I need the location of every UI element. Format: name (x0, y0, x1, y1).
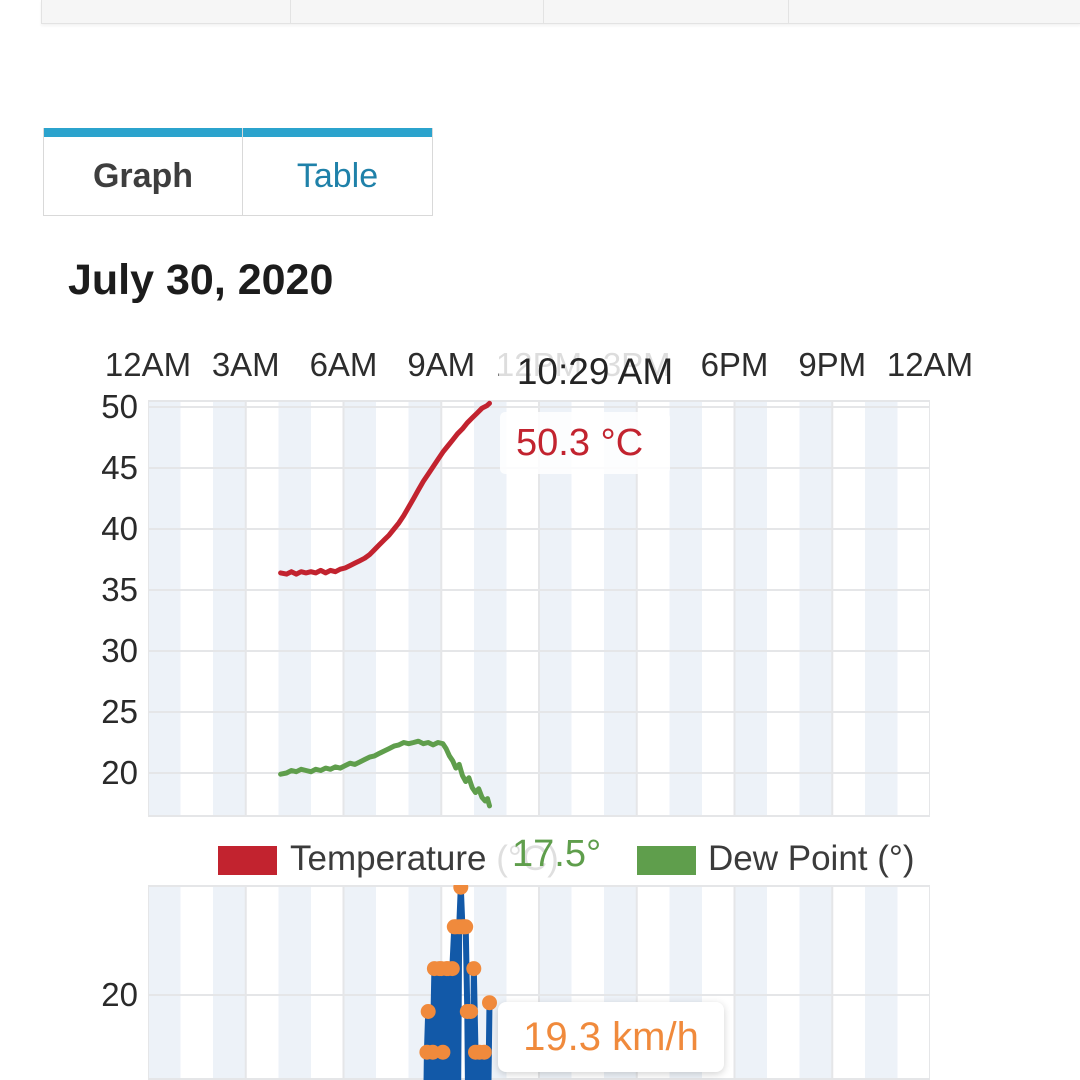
y-tick-label: 40 (101, 509, 138, 547)
y-tick-label: 35 (101, 570, 138, 608)
x-tick-label: 6AM (309, 346, 378, 383)
tab-table[interactable]: Table (243, 128, 433, 216)
temperature-legend-swatch (218, 846, 277, 875)
y-tick-label: 25 (101, 692, 138, 730)
x-tick-label: 9PM (798, 346, 867, 383)
table-cell (789, 0, 1080, 23)
x-tick-label: 12AM (886, 346, 974, 383)
table-cell (291, 0, 544, 23)
x-tick-label: 12AM (104, 346, 192, 383)
legend-name: Temperature (290, 839, 487, 878)
x-tick-label: 9AM (407, 346, 476, 383)
data-table-header-row (41, 0, 1080, 24)
legend-name: Dew Point (708, 839, 868, 878)
dewpoint-legend-label: Dew Point (°) (708, 839, 915, 879)
table-cell (544, 0, 789, 23)
tab-graph-label: Graph (92, 156, 194, 195)
tooltip-time: 10:29 AM (499, 344, 691, 400)
y-tick-label: 45 (101, 448, 138, 486)
y-tick-label: 50 (101, 387, 138, 425)
y-tick-label: 30 (101, 631, 138, 669)
tab-accent-bar (44, 128, 242, 137)
wind-plot-area[interactable] (148, 885, 930, 1080)
table-cell (42, 0, 291, 23)
tab-accent-bar (243, 128, 432, 137)
legend-unit: (°) (877, 839, 915, 878)
tooltip-wind-value: 19.3 km/h (498, 1002, 724, 1072)
y-tick-label: 20 (101, 976, 138, 1013)
page-title: July 30, 2020 (68, 256, 334, 304)
dewpoint-legend-swatch (637, 846, 696, 875)
tab-graph[interactable]: Graph (43, 128, 243, 216)
x-tick-label: 3AM (211, 346, 280, 383)
wind-line (148, 885, 930, 1080)
x-tick-label: 6PM (700, 346, 769, 383)
view-tabs: Graph Table (43, 128, 433, 216)
tab-table-label: Table (296, 156, 379, 195)
tooltip-temperature-value: 50.3 °C (500, 412, 670, 474)
tooltip-dewpoint-value: 17.5° (498, 824, 622, 884)
y-tick-label: 20 (101, 753, 138, 791)
